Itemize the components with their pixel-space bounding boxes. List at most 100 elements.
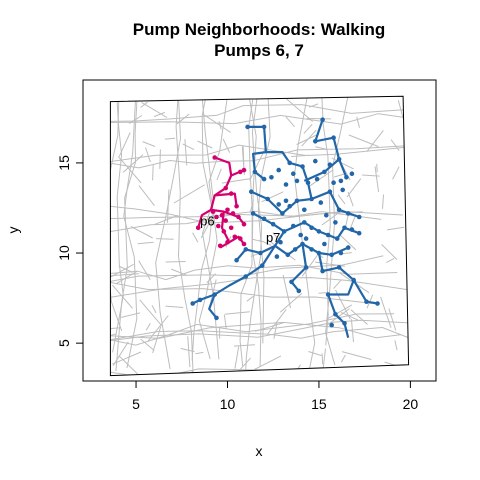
walking-path-p7 [317,252,355,338]
case-point-p7 [356,214,362,220]
case-point-p7 [300,241,305,247]
street-segment [291,154,310,157]
street-segment [206,273,216,284]
street-segment [251,238,263,243]
case-point-p6 [223,218,228,223]
street-segment [118,132,131,157]
street-segment [234,346,240,369]
case-point-p7 [331,180,336,185]
street-segment [279,293,303,313]
street-segment [337,194,346,205]
case-point-p7 [252,169,258,175]
case-point-p7 [338,250,344,256]
street-segment [382,194,384,209]
street-segment [340,311,359,321]
street-line [198,96,230,360]
street-segment [308,351,322,357]
case-point-p7 [245,124,250,130]
case-point-p7 [243,247,249,252]
case-point-p7 [289,279,294,285]
street-segment [216,168,222,181]
street-line [110,210,382,220]
street-segment [110,327,121,330]
street-line [200,96,220,360]
case-point-p7 [259,263,265,268]
case-point-p7 [338,178,344,184]
case-point-p7 [283,198,289,204]
case-point-p6 [223,185,228,191]
case-point-p6 [228,225,234,231]
case-point-p7 [258,250,263,256]
street-segment [285,116,295,128]
case-point-p7 [287,203,293,209]
case-point-p7 [303,236,309,241]
case-point-p7 [375,301,380,306]
street-line [247,96,262,368]
case-point-p6 [238,236,243,241]
case-point-p6 [241,241,247,247]
street-segment [173,184,205,204]
street-line [110,321,402,339]
street-segment [326,304,353,320]
case-point-p7 [291,171,296,176]
street-segment [380,296,392,328]
street-segment [154,214,178,225]
street-segment [350,309,368,325]
case-point-p6 [219,212,225,218]
case-point-p7 [291,223,296,229]
y-tick-label: 15 [56,155,72,171]
case-point-p7 [345,211,351,216]
street-segment [315,146,328,150]
case-point-p7 [298,232,304,238]
street-segment [139,299,163,327]
street-segment [112,284,133,309]
case-point-p7 [190,301,195,306]
street-segment [301,252,320,277]
street-line [110,319,409,343]
street-segment [192,232,199,243]
case-point-p6 [195,225,201,231]
street-segment [165,305,184,308]
street-segment [376,163,378,173]
street-segment [122,154,144,173]
street-line [110,255,384,284]
street-segment [404,102,409,137]
street-segment [112,351,142,365]
case-point-p7 [325,232,331,238]
street-segment [145,322,151,331]
street-segment [272,232,280,241]
case-point-p7 [322,241,327,247]
street-segment [182,143,195,151]
case-point-p7 [329,252,335,258]
street-segment [117,156,142,184]
walking-path-p6 [214,156,245,177]
case-point-p6 [221,229,227,234]
street-segment [151,305,157,314]
street-segment [110,263,135,282]
case-point-p6 [216,223,221,229]
map-frame [109,95,410,377]
case-point-p7 [349,227,355,232]
street-segment [392,166,400,180]
street-segment [303,123,313,134]
street-segment [341,351,372,360]
case-point-p6 [228,191,234,196]
street-segment [254,322,285,332]
street-segment [321,353,324,365]
street-segment [119,355,141,376]
street-segment [145,147,151,163]
case-point-p7 [197,297,203,303]
case-point-p7 [333,312,338,317]
y-tick-label: 5 [56,339,72,347]
case-point-p7 [316,229,322,234]
case-point-p7 [276,202,282,207]
street-segment [138,260,151,280]
y-axis-label: y [5,227,21,234]
case-point-p7 [344,175,349,180]
street-segment [184,139,188,166]
street-segment [249,149,266,181]
street-segment [282,274,291,309]
street-segment [180,347,195,353]
pump-label-p6: p6 [200,214,214,229]
street-segment [233,344,255,347]
